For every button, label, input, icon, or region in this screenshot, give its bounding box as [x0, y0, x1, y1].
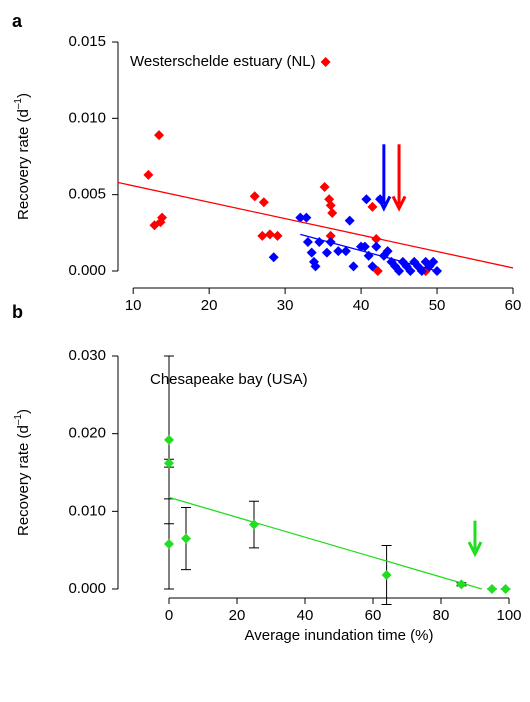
point	[361, 194, 372, 205]
x-tick-label: 30	[277, 297, 294, 314]
y-axis-label-part: Recovery rate (d	[15, 109, 32, 220]
point	[258, 197, 269, 208]
point	[301, 212, 312, 223]
point	[319, 182, 330, 193]
point	[340, 246, 351, 257]
point	[249, 191, 260, 202]
point	[264, 229, 275, 240]
point	[371, 241, 382, 252]
y-axis-label-part: )	[15, 93, 32, 98]
fit-line	[168, 496, 482, 590]
x-tick-label: 60	[365, 607, 382, 624]
point	[500, 584, 511, 594]
point	[154, 130, 165, 141]
point	[181, 533, 191, 544]
arrow-head	[467, 541, 483, 558]
point	[155, 217, 166, 228]
point	[394, 266, 405, 276]
y-tick-label: 0.020	[68, 425, 106, 442]
x-tick-label: 40	[353, 297, 370, 314]
x-tick-label: 0	[165, 607, 173, 624]
point	[333, 246, 344, 257]
x-tick-label: 100	[496, 607, 521, 624]
point	[325, 200, 336, 211]
point	[143, 169, 154, 180]
point	[367, 261, 378, 272]
arrow-head	[376, 195, 392, 212]
point	[325, 230, 336, 241]
y-axis-label-part: –1	[13, 98, 24, 110]
point	[164, 458, 174, 469]
point	[310, 261, 321, 272]
x-tick-label: 20	[229, 607, 246, 624]
point	[348, 261, 359, 272]
point	[344, 215, 355, 226]
panel-label: b	[12, 302, 23, 322]
y-tick-label: 0.010	[68, 502, 106, 519]
y-tick-label: 0.000	[68, 262, 106, 279]
panel-label: a	[12, 11, 23, 31]
y-tick-label: 0.010	[68, 109, 106, 126]
point	[164, 434, 174, 445]
point	[302, 236, 313, 247]
y-axis-label-part: )	[15, 409, 32, 414]
point	[416, 266, 427, 276]
annotation: Chesapeake bay (USA)	[150, 371, 308, 388]
point	[321, 247, 332, 258]
y-tick-label: 0.000	[68, 580, 106, 597]
point	[272, 230, 283, 241]
x-tick-label: 20	[201, 297, 218, 314]
point	[295, 212, 306, 223]
point	[405, 266, 416, 276]
y-axis-label: Recovery rate (d–1)	[13, 409, 32, 536]
point	[487, 584, 497, 594]
point	[359, 241, 370, 252]
point	[268, 252, 279, 263]
arrow-head	[391, 195, 407, 212]
y-tick-label: 0.015	[68, 33, 106, 50]
x-tick-label: 60	[505, 297, 522, 314]
point	[257, 230, 268, 241]
point	[367, 201, 378, 212]
point	[327, 207, 338, 218]
fit-line	[300, 233, 438, 272]
y-tick-label: 0.030	[68, 347, 106, 364]
point	[306, 247, 317, 258]
x-axis-label: Average inundation time (%)	[245, 627, 434, 644]
x-tick-label: 10	[125, 297, 142, 314]
annotation-marker	[320, 57, 331, 67]
point	[428, 256, 439, 267]
x-tick-label: 80	[433, 607, 450, 624]
point	[382, 246, 393, 257]
y-axis-label: Recovery rate (d–1)	[13, 93, 32, 220]
y-tick-label: 0.005	[68, 186, 106, 203]
x-tick-label: 40	[297, 607, 314, 624]
point	[164, 538, 174, 549]
fit-line	[117, 181, 514, 269]
point	[381, 570, 392, 581]
y-axis-label-part: Recovery rate (d	[15, 425, 32, 536]
y-axis-label-part: –1	[13, 414, 24, 426]
x-tick-label: 50	[429, 297, 446, 314]
annotation: Westerschelde estuary (NL)	[130, 53, 316, 70]
